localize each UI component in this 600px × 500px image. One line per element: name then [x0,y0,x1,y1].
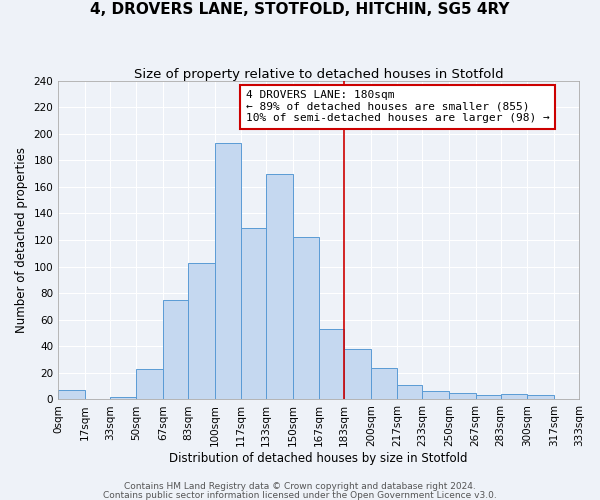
Y-axis label: Number of detached properties: Number of detached properties [15,147,28,333]
Bar [266,174,293,400]
Bar [293,238,319,400]
Bar [319,329,344,400]
Bar [58,390,85,400]
Bar [163,300,188,400]
X-axis label: Distribution of detached houses by size in Stotfold: Distribution of detached houses by size … [169,452,468,465]
Bar [397,385,422,400]
Bar [476,396,500,400]
Bar [136,369,163,400]
Bar [371,368,397,400]
Text: 4, DROVERS LANE, STOTFOLD, HITCHIN, SG5 4RY: 4, DROVERS LANE, STOTFOLD, HITCHIN, SG5 … [90,2,510,18]
Text: Contains HM Land Registry data © Crown copyright and database right 2024.: Contains HM Land Registry data © Crown c… [124,482,476,491]
Title: Size of property relative to detached houses in Stotfold: Size of property relative to detached ho… [134,68,503,80]
Bar [110,397,136,400]
Text: 4 DROVERS LANE: 180sqm
← 89% of detached houses are smaller (855)
10% of semi-de: 4 DROVERS LANE: 180sqm ← 89% of detached… [245,90,550,124]
Bar [422,392,449,400]
Bar [188,262,215,400]
Bar [527,396,554,400]
Bar [215,143,241,400]
Bar [500,394,527,400]
Bar [241,228,266,400]
Bar [449,393,476,400]
Text: Contains public sector information licensed under the Open Government Licence v3: Contains public sector information licen… [103,490,497,500]
Bar [344,349,371,400]
